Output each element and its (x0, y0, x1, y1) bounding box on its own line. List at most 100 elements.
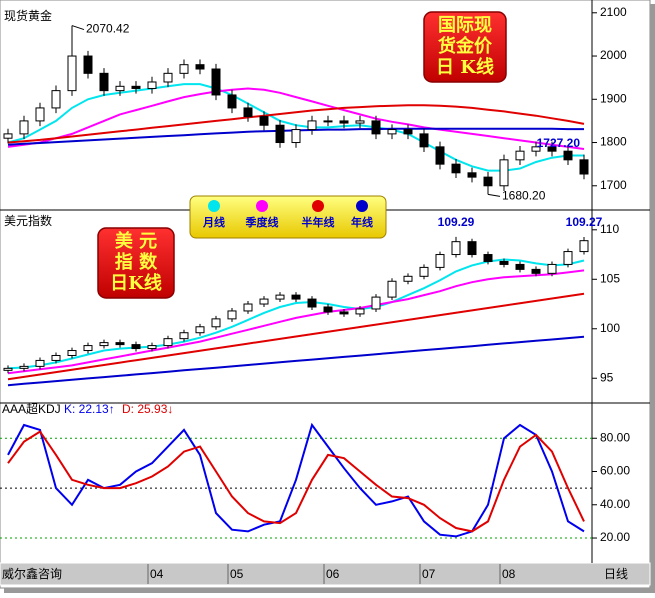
annotation: 1680.20 (502, 189, 546, 203)
shadow (4, 588, 655, 593)
candle-body (499, 260, 509, 265)
x-tick-label: 04 (150, 567, 164, 581)
candle-body (483, 176, 493, 187)
candle-body (147, 345, 157, 350)
title-box (97, 227, 175, 299)
candle-body (387, 129, 397, 135)
leader (487, 193, 501, 197)
title-box-text: 指 数 (115, 251, 158, 273)
legend-label: 月线 (202, 215, 225, 229)
legend-label: D: 25.93↓ (122, 402, 173, 416)
legend-dot (256, 200, 268, 212)
series-line (7, 430, 585, 533)
candle-body (227, 310, 237, 320)
candle-body (531, 146, 541, 152)
candle-body (131, 344, 141, 350)
x-tick-label: 08 (502, 567, 516, 581)
candle-body (563, 251, 573, 265)
legend-dot (208, 200, 220, 212)
candle-body (355, 120, 365, 124)
panel-title: 美元指数 (4, 213, 52, 228)
candle-body (435, 146, 445, 165)
x-tick-label: 06 (326, 567, 340, 581)
candle-body (531, 268, 541, 274)
candle-body (291, 129, 301, 144)
y-tick-label: 2000 (600, 48, 627, 62)
candle-body (35, 107, 45, 122)
candle-body (323, 306, 333, 313)
y-tick-label: 1800 (600, 135, 627, 149)
series-line (7, 87, 585, 150)
title-box-text: 货金价 (438, 35, 493, 57)
annotation: 109.27 (566, 215, 603, 229)
candle-body (339, 311, 349, 315)
legend-dot (356, 200, 368, 212)
y-tick-label: 95 (600, 370, 614, 384)
candle-body (259, 116, 269, 126)
candle-body (435, 254, 445, 268)
candle-body (243, 303, 253, 312)
title-box-text: 国际现 (438, 15, 492, 36)
candle-body (307, 298, 317, 308)
annotation: 109.29 (438, 215, 475, 229)
candle-body (19, 120, 29, 135)
legend-dot (312, 200, 324, 212)
y-tick-label: 2100 (600, 5, 627, 19)
annotation: 1727.20 (537, 136, 581, 150)
candle-body (195, 64, 205, 70)
frame (0, 0, 651, 589)
y-tick-label: 110 (600, 222, 619, 236)
candle-body (163, 72, 173, 83)
candle-body (211, 318, 221, 328)
candle-body (579, 159, 589, 175)
candle-body (211, 68, 221, 96)
candle-body (179, 332, 189, 340)
leader (71, 25, 85, 31)
candle-body (403, 275, 413, 282)
candle-body (419, 266, 429, 277)
candle-body (323, 120, 333, 123)
candle-body (499, 159, 509, 187)
y-tick-label: 1900 (600, 91, 627, 105)
candle-body (371, 120, 381, 135)
candle-body (67, 55, 77, 92)
candle-body (451, 241, 461, 256)
x-tick-label: 07 (422, 567, 436, 581)
candle-body (99, 342, 109, 347)
candle-body (51, 354, 61, 361)
candle-body (451, 163, 461, 174)
title-box (423, 11, 507, 83)
candle-body (275, 294, 285, 300)
x-tick-label: 05 (230, 567, 244, 581)
series-line (7, 269, 585, 375)
candle-body (99, 72, 109, 92)
period: 日线 (604, 567, 628, 581)
candle-body (19, 365, 29, 369)
y-tick-label: 105 (600, 271, 620, 285)
candle-body (515, 263, 525, 270)
candle-body (35, 359, 45, 367)
candle-body (3, 367, 13, 371)
candle-body (115, 342, 125, 346)
series-line (7, 335, 585, 387)
legend-label: 年线 (351, 215, 373, 229)
x-axis-bar (0, 562, 651, 586)
candle-body (547, 146, 557, 152)
candle-body (483, 254, 493, 262)
candle-body (163, 338, 173, 347)
shadow (650, 4, 655, 593)
candle-body (67, 350, 77, 356)
legend-label: 季度线 (245, 215, 279, 229)
title-box-text: 美 元 (115, 230, 157, 252)
candle-body (403, 129, 413, 135)
candle-body (419, 133, 429, 148)
y-tick-label: 60.00 (600, 464, 630, 478)
candle-body (243, 107, 253, 118)
y-tick-label: 1700 (600, 178, 627, 192)
candle-body (275, 124, 285, 144)
panel-title: 现货黄金 (4, 8, 52, 23)
candle-body (131, 85, 141, 89)
candle-body (467, 241, 477, 256)
y-tick-label: 40.00 (600, 497, 630, 511)
